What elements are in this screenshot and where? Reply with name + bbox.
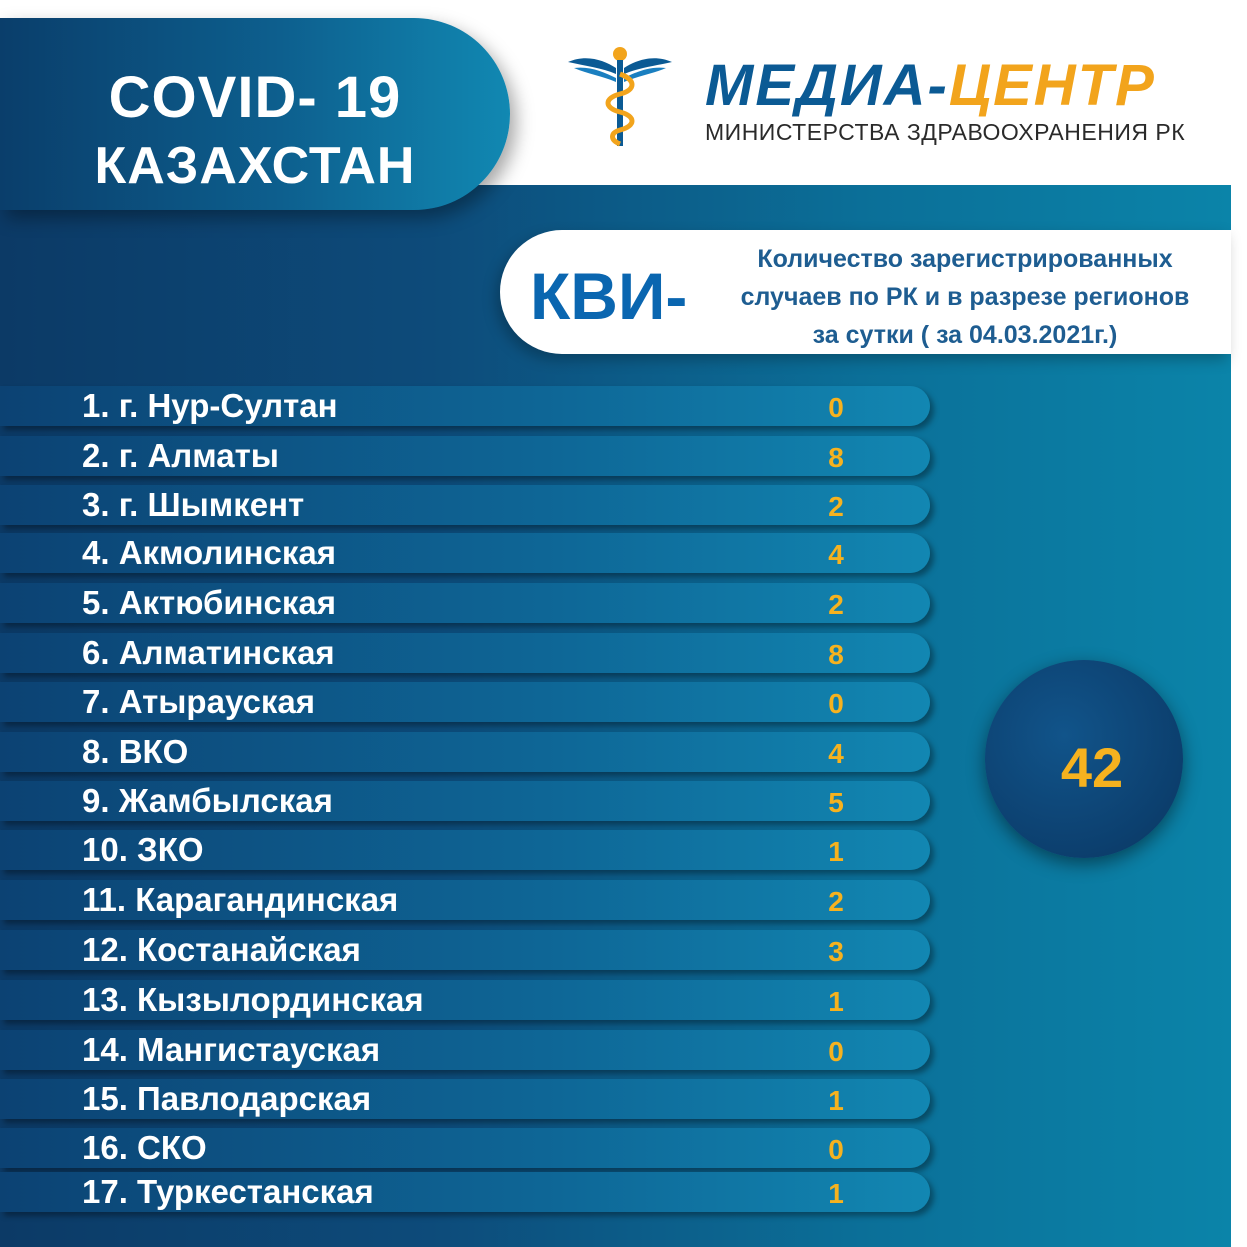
logo-name-part1: МЕДИА- [705,53,949,118]
region-value: 8 [828,442,844,473]
region-row: 3. г. Шымкент 2 [0,485,930,525]
region-value: 1 [828,1178,844,1209]
region-name: 15. Павлодарская [82,1080,372,1117]
kvi-description: Количество зарегистрированных случаев по… [705,240,1225,354]
logo-subtitle: МИНИСТЕРСТВА ЗДРАВООХРАНЕНИЯ РК [705,119,1186,145]
logo-name-part2: ЦЕНТР [948,53,1156,118]
region-value: 0 [828,1134,844,1165]
region-name: 2. г. Алматы [82,437,279,474]
kvi-description-line2: случаев по РК и в разрезе регионов [740,283,1190,311]
region-name: 6. Алматинская [82,634,335,671]
region-value: 2 [828,491,844,522]
region-value: 2 [828,589,844,620]
region-row: 5. Актюбинская 2 [0,583,930,623]
title-banner: COVID- 19 КАЗАХСТАН [0,18,510,210]
region-row: 4. Акмолинская 4 [0,533,930,573]
region-name: 3. г. Шымкент [82,486,305,523]
region-value: 4 [828,738,844,769]
region-value: 0 [828,1036,844,1067]
title-covid: COVID- 19 [108,65,402,130]
region-row: 7. Атырауская 0 [0,682,930,722]
region-value: 8 [828,639,844,670]
region-value: 1 [828,836,844,867]
region-row: 6. Алматинская 8 [0,633,930,673]
region-name: 10. ЗКО [82,831,204,868]
region-value: 0 [828,688,844,719]
region-value: 1 [828,1085,844,1116]
region-value: 4 [828,539,844,570]
region-name: 1. г. Нур-Султан [82,387,338,424]
title-country: КАЗАХСТАН [94,137,416,195]
region-row: 9. Жамбылская 5 [0,781,930,821]
caduceus-icon [568,47,672,147]
region-name: 5. Актюбинская [82,584,337,621]
region-row: 1. г. Нур-Султан 0 [0,386,930,426]
region-name: 14. Мангистауская [82,1031,381,1068]
region-row: 13. Кызылординская 1 [0,980,930,1020]
region-row: 12. Костанайская 3 [0,930,930,970]
region-name: 9. Жамбылская [82,782,333,819]
region-row: 14. Мангистауская 0 [0,1030,930,1070]
kvi-description-line1: Количество зарегистрированных [757,245,1173,273]
region-name: 12. Костанайская [82,931,361,968]
region-value: 2 [828,886,844,917]
region-name: 4. Акмолинская [82,534,337,571]
kvi-description-line3: за сутки ( за 04.03.2021г.) [812,321,1118,349]
region-name: 16. СКО [82,1129,207,1166]
region-row: 11. Карагандинская 2 [0,880,930,920]
region-value: 5 [828,787,844,818]
region-name: 17. Туркестанская [82,1173,374,1210]
region-value: 0 [828,392,844,423]
region-row: 10. ЗКО 1 [0,830,930,870]
kvi-banner [500,230,1231,354]
kvi-label: КВИ- [530,259,688,333]
total-value: 42 [1060,736,1124,799]
region-value: 3 [828,936,844,967]
region-value: 1 [828,986,844,1017]
region-row: 8. ВКО 4 [0,732,930,772]
region-row: 17. Туркестанская 1 [0,1172,930,1212]
logo-name: МЕДИА-ЦЕНТР [705,52,1156,119]
total-badge [985,660,1183,858]
region-row: 2. г. Алматы 8 [0,436,930,476]
region-name: 7. Атырауская [82,683,315,720]
region-name: 11. Карагандинская [82,881,399,918]
region-row: 16. СКО 0 [0,1128,930,1168]
region-name: 8. ВКО [82,733,189,770]
region-row: 15. Павлодарская 1 [0,1079,930,1119]
region-name: 13. Кызылординская [82,981,424,1018]
